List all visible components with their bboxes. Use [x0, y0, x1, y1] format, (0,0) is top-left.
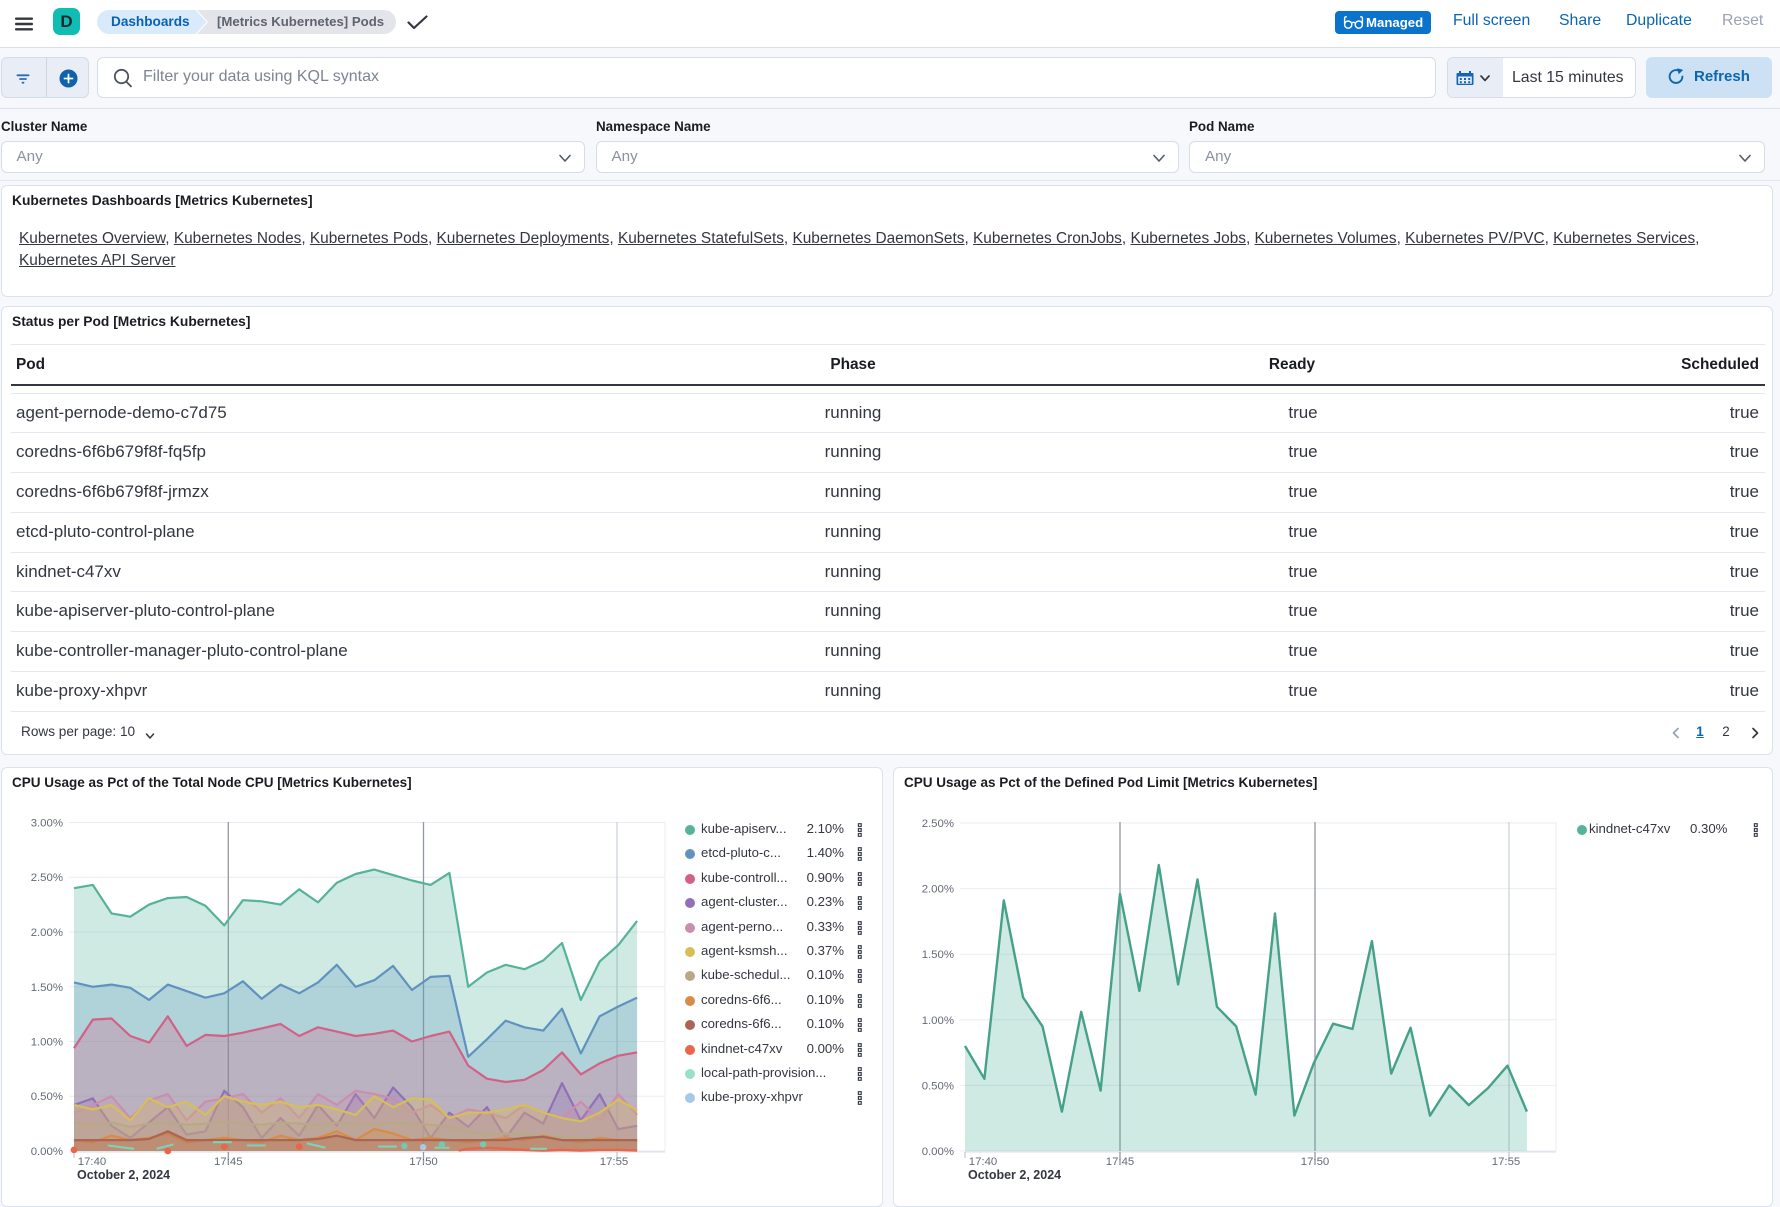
svg-text:3.00%: 3.00% — [31, 818, 63, 830]
svg-text:17:50: 17:50 — [409, 1156, 438, 1168]
svg-text:0.50%: 0.50% — [922, 1080, 954, 1092]
svg-text:2.00%: 2.00% — [922, 884, 954, 896]
svg-text:17:45: 17:45 — [1106, 1156, 1135, 1168]
svg-text:17:40: 17:40 — [78, 1156, 107, 1168]
svg-text:October 2, 2024: October 2, 2024 — [968, 1168, 1061, 1182]
svg-text:17:55: 17:55 — [600, 1156, 629, 1168]
svg-text:1.00%: 1.00% — [31, 1037, 63, 1049]
svg-text:17:45: 17:45 — [214, 1156, 243, 1168]
svg-text:0.00%: 0.00% — [922, 1146, 954, 1158]
svg-text:1.50%: 1.50% — [922, 949, 954, 961]
svg-text:17:40: 17:40 — [969, 1156, 998, 1168]
svg-text:1.50%: 1.50% — [31, 982, 63, 994]
svg-text:October 2, 2024: October 2, 2024 — [77, 1168, 170, 1182]
svg-text:2.00%: 2.00% — [31, 927, 63, 939]
svg-text:0.50%: 0.50% — [31, 1091, 63, 1103]
svg-text:17:55: 17:55 — [1492, 1156, 1521, 1168]
svg-text:1.00%: 1.00% — [922, 1015, 954, 1027]
svg-text:0.00%: 0.00% — [31, 1146, 63, 1158]
svg-text:17:50: 17:50 — [1301, 1156, 1330, 1168]
svg-text:2.50%: 2.50% — [922, 818, 954, 830]
svg-text:2.50%: 2.50% — [31, 872, 63, 884]
